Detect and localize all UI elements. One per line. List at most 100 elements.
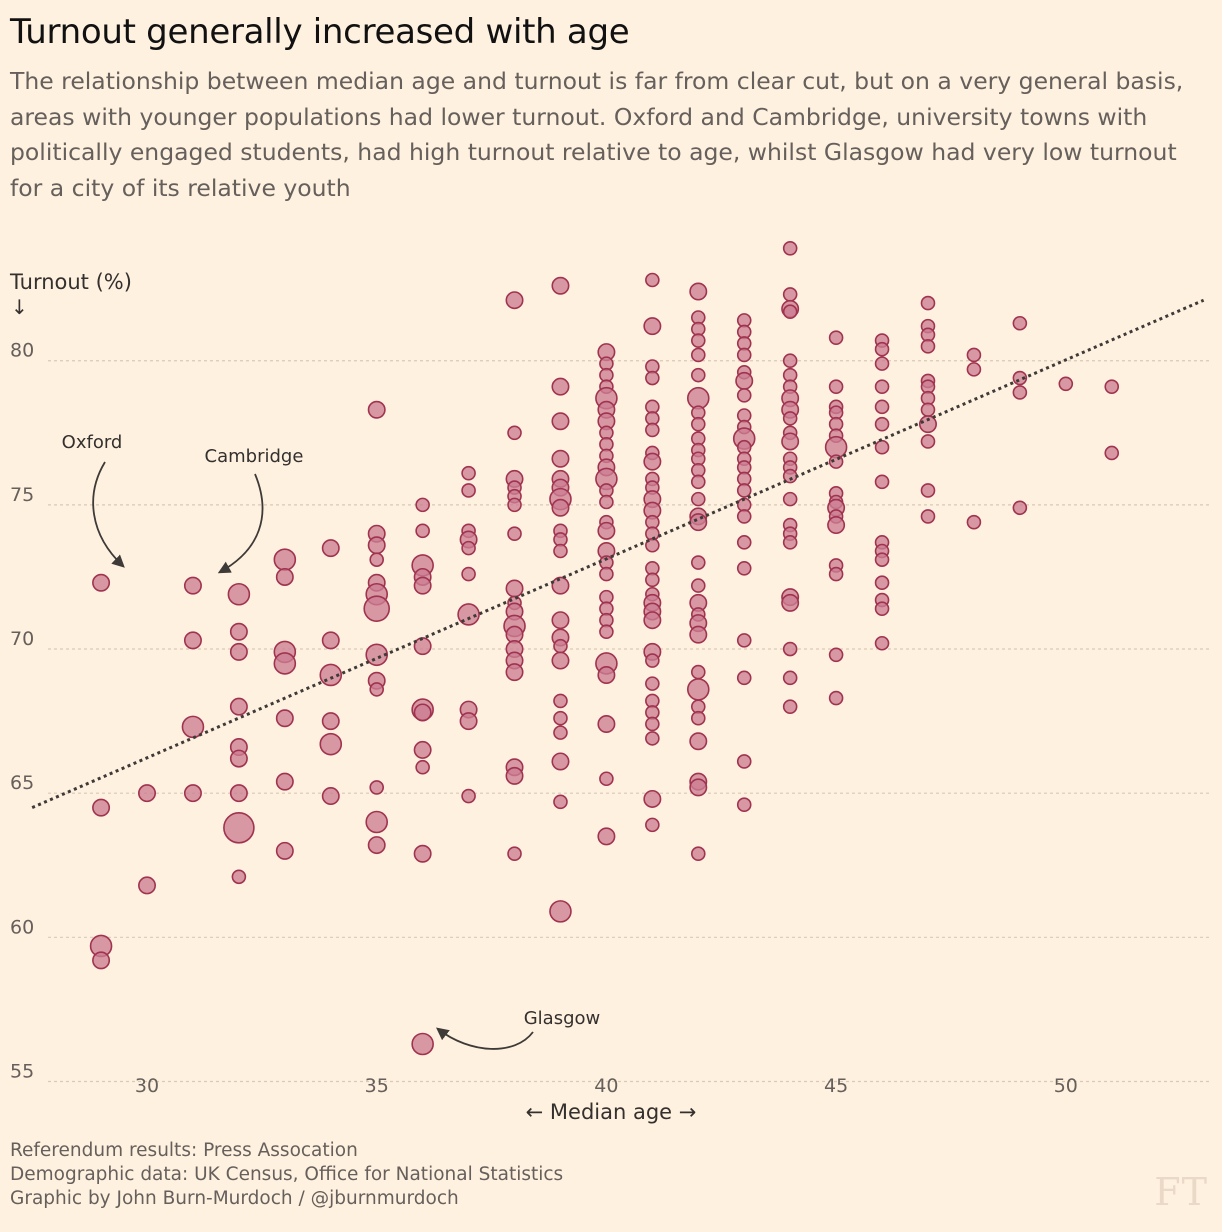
- data-point: [782, 491, 798, 507]
- data-point: [782, 670, 798, 686]
- data-point: [736, 535, 752, 550]
- y-tick-label: 70: [10, 628, 34, 650]
- data-point: [551, 412, 570, 431]
- annotation-oxford-arrow: [92, 461, 125, 568]
- data-point: [645, 731, 660, 746]
- data-point: [689, 732, 708, 751]
- data-point: [782, 699, 798, 714]
- data-point: [273, 652, 297, 675]
- data-point: [874, 635, 890, 651]
- data-point: [229, 642, 248, 661]
- data-point: [828, 330, 844, 345]
- data-point: [689, 778, 708, 797]
- x-tick-label: 40: [594, 1075, 618, 1097]
- data-point: [645, 572, 660, 588]
- data-point: [599, 494, 614, 510]
- data-point: [690, 416, 706, 432]
- data-point: [874, 474, 890, 490]
- y-axis-arrow: ↓: [11, 295, 28, 319]
- gridlines: [48, 360, 1210, 1083]
- x-tick-label: 35: [365, 1075, 389, 1097]
- data-point: [599, 566, 614, 582]
- data-point: [920, 434, 936, 449]
- data-point: [321, 787, 340, 806]
- annotation-glasgow: Glasgow: [436, 1008, 601, 1050]
- footer-credits: Referendum results: Press Assocation Dem…: [10, 1139, 563, 1211]
- x-tick-label: 45: [824, 1075, 848, 1097]
- data-point: [229, 784, 248, 803]
- data-point: [459, 712, 478, 731]
- data-point: [505, 579, 524, 598]
- annotation-oxford: Oxford: [62, 432, 125, 568]
- data-point: [782, 641, 798, 657]
- data-point: [736, 797, 752, 813]
- data-point: [874, 416, 890, 432]
- data-point: [183, 631, 202, 650]
- data-point: [782, 240, 798, 256]
- chart-subtitle: The relationship between median age and …: [10, 67, 1184, 202]
- data-point: [645, 653, 660, 668]
- data-point: [551, 752, 570, 771]
- data-point: [781, 593, 800, 612]
- data-point: [689, 513, 708, 532]
- data-point: [736, 754, 752, 769]
- data-point: [874, 552, 890, 567]
- data-point: [229, 749, 248, 768]
- data-point: [275, 709, 294, 728]
- data-point: [553, 725, 568, 740]
- data-point: [643, 611, 662, 630]
- data-point: [553, 543, 568, 559]
- annotation-glasgow-label: Glasgow: [524, 1008, 601, 1029]
- data-point: [828, 566, 844, 582]
- data-point: [227, 582, 251, 606]
- data-point: [1012, 500, 1028, 516]
- data-point: [551, 377, 570, 396]
- data-point: [549, 900, 572, 923]
- data-point: [415, 523, 430, 539]
- data-point: [966, 514, 982, 530]
- data-point: [920, 339, 936, 354]
- data-point: [645, 716, 660, 732]
- data-point: [1012, 315, 1028, 331]
- data-point: [183, 784, 202, 803]
- data-point: [690, 578, 706, 593]
- data-point: [553, 794, 568, 810]
- data-point: [275, 772, 294, 791]
- data-point: [138, 876, 157, 895]
- data-point: [1012, 385, 1028, 400]
- chart-title: Turnout generally increased with age: [10, 12, 630, 52]
- data-point: [782, 287, 798, 302]
- data-point: [365, 643, 389, 667]
- annotation-cambridge-arrow: [217, 473, 264, 574]
- data-point: [827, 516, 846, 535]
- data-point: [92, 951, 111, 970]
- data-point: [181, 715, 205, 739]
- data-point: [597, 714, 616, 733]
- data-point: [782, 411, 798, 426]
- data-point: [597, 665, 616, 684]
- data-point: [369, 682, 385, 697]
- data-point: [690, 367, 706, 383]
- trend-line: [31, 298, 1205, 809]
- data-point: [321, 631, 340, 650]
- y-tick-label: 80: [10, 340, 34, 362]
- data-point: [645, 817, 660, 833]
- data-point: [507, 846, 522, 862]
- data-point: [643, 789, 662, 808]
- data-point: [551, 276, 570, 295]
- data-point: [273, 548, 297, 571]
- data-point: [690, 710, 706, 726]
- data-point: [363, 595, 391, 622]
- data-point: [874, 341, 890, 357]
- data-point: [507, 425, 522, 441]
- data-point: [415, 497, 430, 513]
- annotation-cambridge-label: Cambridge: [205, 446, 304, 467]
- data-point: [553, 693, 568, 709]
- data-point: [275, 841, 294, 860]
- data-point: [229, 697, 248, 716]
- data-point: [1104, 379, 1120, 394]
- data-point: [782, 304, 798, 320]
- data-point: [736, 633, 752, 648]
- data-point: [736, 483, 752, 498]
- data-point: [413, 576, 432, 595]
